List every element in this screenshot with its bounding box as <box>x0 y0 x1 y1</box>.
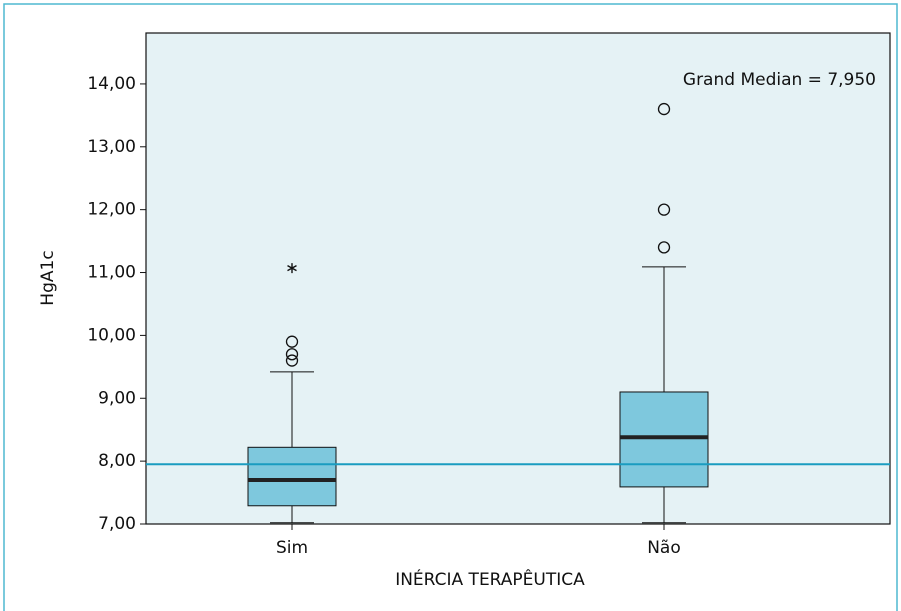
y-tick-label: 8,00 <box>98 451 136 471</box>
y-tick-label: 11,00 <box>87 263 136 283</box>
frame <box>3 3 898 611</box>
outlier <box>285 335 299 348</box>
outlier <box>657 203 671 216</box>
extreme <box>287 263 297 274</box>
x-axis-label: INÉRCIA TERAPÊUTICA <box>395 568 585 590</box>
y-tick-label: 12,00 <box>87 200 136 220</box>
box <box>619 391 709 488</box>
outlier <box>285 348 299 361</box>
y-tick-label: 7,00 <box>98 514 136 534</box>
x-tick-label: Não <box>647 538 681 558</box>
y-axis-label: HgA1c <box>38 250 58 305</box>
y-tick-label: 10,00 <box>87 325 136 345</box>
outlier <box>285 354 299 367</box>
outlier <box>657 102 671 116</box>
x-tick-label: Sim <box>276 538 308 558</box>
annotation: Grand Median = 7,950 <box>683 70 876 90</box>
y-tick-label: 14,00 <box>87 74 136 94</box>
y-tick-label: 13,00 <box>87 137 136 157</box>
plot-area <box>145 32 891 525</box>
outlier <box>657 241 671 254</box>
box <box>247 446 337 507</box>
y-tick-label: 9,00 <box>98 388 136 408</box>
